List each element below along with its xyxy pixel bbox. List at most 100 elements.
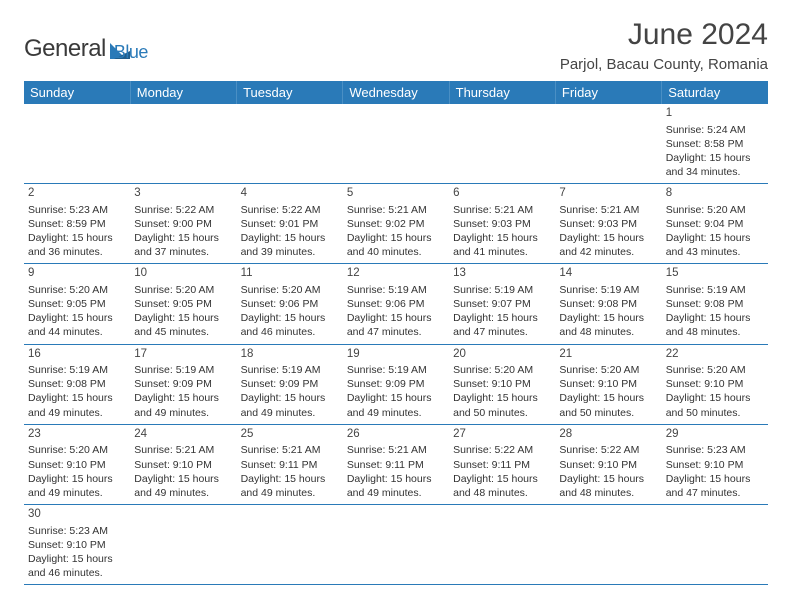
day-cell: 14Sunrise: 5:19 AMSunset: 9:08 PMDayligh…: [555, 264, 661, 344]
day-cell: 4Sunrise: 5:22 AMSunset: 9:01 PMDaylight…: [237, 184, 343, 264]
sunset-text: Sunset: 9:05 PM: [134, 297, 232, 311]
calendar-row: 30Sunrise: 5:23 AMSunset: 9:10 PMDayligh…: [24, 505, 768, 585]
sunrise-text: Sunrise: 5:20 AM: [134, 283, 232, 297]
day-cell: 20Sunrise: 5:20 AMSunset: 9:10 PMDayligh…: [449, 344, 555, 424]
sunrise-text: Sunrise: 5:20 AM: [666, 203, 764, 217]
day-cell: 2Sunrise: 5:23 AMSunset: 8:59 PMDaylight…: [24, 184, 130, 264]
daylight-text: Daylight: 15 hours and 41 minutes.: [453, 231, 551, 259]
daylight-text: Daylight: 15 hours and 47 minutes.: [666, 472, 764, 500]
sunset-text: Sunset: 8:59 PM: [28, 217, 126, 231]
empty-cell: [237, 505, 343, 585]
day-number: 5: [347, 186, 445, 202]
sunset-text: Sunset: 9:09 PM: [347, 377, 445, 391]
sunset-text: Sunset: 9:08 PM: [28, 377, 126, 391]
day-cell: 23Sunrise: 5:20 AMSunset: 9:10 PMDayligh…: [24, 424, 130, 504]
weekday-header: Saturday: [662, 81, 768, 104]
calendar-row: 1Sunrise: 5:24 AMSunset: 8:58 PMDaylight…: [24, 104, 768, 184]
day-cell: 29Sunrise: 5:23 AMSunset: 9:10 PMDayligh…: [662, 424, 768, 504]
day-number: 4: [241, 186, 339, 202]
sunset-text: Sunset: 9:11 PM: [347, 458, 445, 472]
sunset-text: Sunset: 9:03 PM: [453, 217, 551, 231]
empty-cell: [449, 505, 555, 585]
empty-cell: [237, 104, 343, 184]
sunset-text: Sunset: 9:10 PM: [28, 538, 126, 552]
day-cell: 17Sunrise: 5:19 AMSunset: 9:09 PMDayligh…: [130, 344, 236, 424]
day-cell: 16Sunrise: 5:19 AMSunset: 9:08 PMDayligh…: [24, 344, 130, 424]
sunset-text: Sunset: 9:04 PM: [666, 217, 764, 231]
sunset-text: Sunset: 9:08 PM: [559, 297, 657, 311]
sunset-text: Sunset: 9:09 PM: [241, 377, 339, 391]
sunrise-text: Sunrise: 5:22 AM: [453, 443, 551, 457]
empty-cell: [662, 505, 768, 585]
sunrise-text: Sunrise: 5:23 AM: [28, 524, 126, 538]
sunset-text: Sunset: 9:10 PM: [559, 458, 657, 472]
month-title: June 2024: [560, 18, 768, 52]
sunrise-text: Sunrise: 5:21 AM: [241, 443, 339, 457]
empty-cell: [343, 104, 449, 184]
calendar-table: Sunday Monday Tuesday Wednesday Thursday…: [24, 81, 768, 585]
daylight-text: Daylight: 15 hours and 39 minutes.: [241, 231, 339, 259]
sunset-text: Sunset: 9:11 PM: [453, 458, 551, 472]
daylight-text: Daylight: 15 hours and 44 minutes.: [28, 311, 126, 339]
daylight-text: Daylight: 15 hours and 47 minutes.: [453, 311, 551, 339]
sunset-text: Sunset: 9:09 PM: [134, 377, 232, 391]
empty-cell: [130, 505, 236, 585]
sunset-text: Sunset: 9:10 PM: [28, 458, 126, 472]
daylight-text: Daylight: 15 hours and 37 minutes.: [134, 231, 232, 259]
sunrise-text: Sunrise: 5:19 AM: [134, 363, 232, 377]
empty-cell: [449, 104, 555, 184]
daylight-text: Daylight: 15 hours and 40 minutes.: [347, 231, 445, 259]
sunrise-text: Sunrise: 5:20 AM: [28, 283, 126, 297]
day-number: 27: [453, 427, 551, 443]
sunset-text: Sunset: 9:01 PM: [241, 217, 339, 231]
header: General Blue June 2024 Parjol, Bacau Cou…: [24, 18, 768, 73]
sunrise-text: Sunrise: 5:23 AM: [666, 443, 764, 457]
day-number: 8: [666, 186, 764, 202]
sunrise-text: Sunrise: 5:20 AM: [559, 363, 657, 377]
sunset-text: Sunset: 9:10 PM: [559, 377, 657, 391]
sunrise-text: Sunrise: 5:22 AM: [134, 203, 232, 217]
sunrise-text: Sunrise: 5:19 AM: [241, 363, 339, 377]
empty-cell: [555, 505, 661, 585]
daylight-text: Daylight: 15 hours and 49 minutes.: [28, 391, 126, 419]
day-cell: 21Sunrise: 5:20 AMSunset: 9:10 PMDayligh…: [555, 344, 661, 424]
sunset-text: Sunset: 9:03 PM: [559, 217, 657, 231]
calendar-row: 2Sunrise: 5:23 AMSunset: 8:59 PMDaylight…: [24, 184, 768, 264]
empty-cell: [343, 505, 449, 585]
logo: General Blue: [24, 24, 148, 63]
day-number: 24: [134, 427, 232, 443]
calendar-body: 1Sunrise: 5:24 AMSunset: 8:58 PMDaylight…: [24, 104, 768, 585]
day-cell: 11Sunrise: 5:20 AMSunset: 9:06 PMDayligh…: [237, 264, 343, 344]
daylight-text: Daylight: 15 hours and 47 minutes.: [347, 311, 445, 339]
day-cell: 12Sunrise: 5:19 AMSunset: 9:06 PMDayligh…: [343, 264, 449, 344]
day-number: 10: [134, 266, 232, 282]
daylight-text: Daylight: 15 hours and 49 minutes.: [28, 472, 126, 500]
day-cell: 10Sunrise: 5:20 AMSunset: 9:05 PMDayligh…: [130, 264, 236, 344]
day-number: 6: [453, 186, 551, 202]
daylight-text: Daylight: 15 hours and 42 minutes.: [559, 231, 657, 259]
day-number: 9: [28, 266, 126, 282]
daylight-text: Daylight: 15 hours and 48 minutes.: [453, 472, 551, 500]
sunset-text: Sunset: 9:08 PM: [666, 297, 764, 311]
sunset-text: Sunset: 9:10 PM: [453, 377, 551, 391]
title-block: June 2024 Parjol, Bacau County, Romania: [560, 18, 768, 73]
weekday-header: Monday: [130, 81, 236, 104]
sunrise-text: Sunrise: 5:21 AM: [347, 443, 445, 457]
day-cell: 19Sunrise: 5:19 AMSunset: 9:09 PMDayligh…: [343, 344, 449, 424]
weekday-header-row: Sunday Monday Tuesday Wednesday Thursday…: [24, 81, 768, 104]
day-number: 15: [666, 266, 764, 282]
sunset-text: Sunset: 9:10 PM: [666, 377, 764, 391]
weekday-header: Wednesday: [343, 81, 449, 104]
sunrise-text: Sunrise: 5:22 AM: [241, 203, 339, 217]
day-cell: 1Sunrise: 5:24 AMSunset: 8:58 PMDaylight…: [662, 104, 768, 184]
sunrise-text: Sunrise: 5:20 AM: [666, 363, 764, 377]
sunset-text: Sunset: 9:00 PM: [134, 217, 232, 231]
day-cell: 9Sunrise: 5:20 AMSunset: 9:05 PMDaylight…: [24, 264, 130, 344]
daylight-text: Daylight: 15 hours and 48 minutes.: [666, 311, 764, 339]
daylight-text: Daylight: 15 hours and 50 minutes.: [453, 391, 551, 419]
calendar-row: 16Sunrise: 5:19 AMSunset: 9:08 PMDayligh…: [24, 344, 768, 424]
day-cell: 5Sunrise: 5:21 AMSunset: 9:02 PMDaylight…: [343, 184, 449, 264]
daylight-text: Daylight: 15 hours and 49 minutes.: [347, 391, 445, 419]
sunrise-text: Sunrise: 5:24 AM: [666, 123, 764, 137]
sunrise-text: Sunrise: 5:20 AM: [241, 283, 339, 297]
